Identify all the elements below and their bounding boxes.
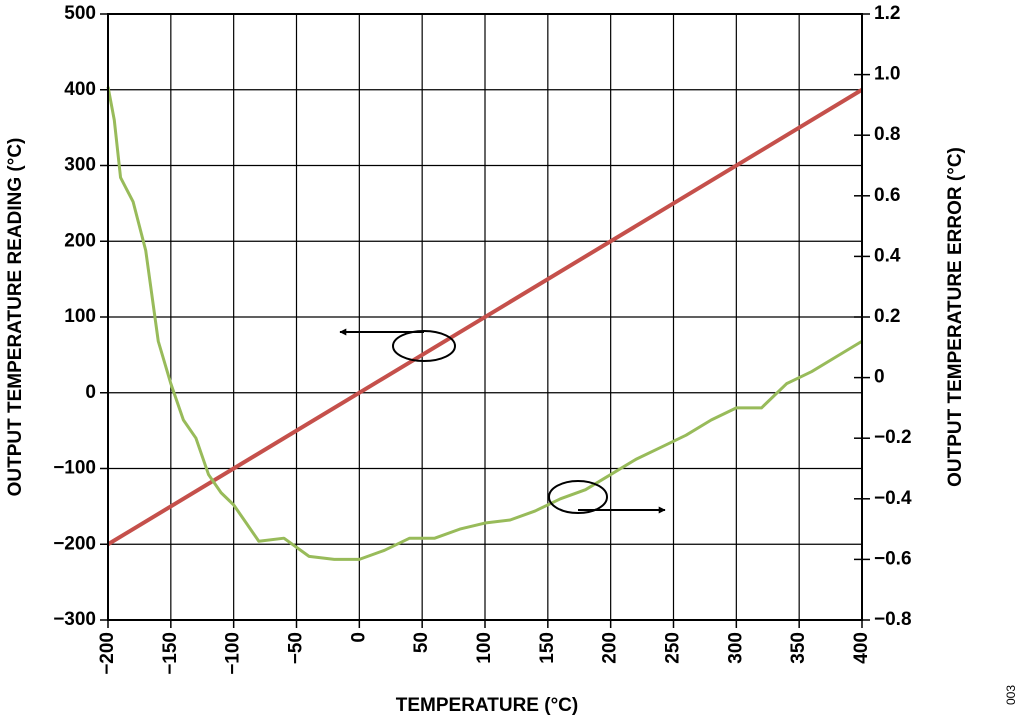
y-tick-label: 400	[64, 79, 96, 100]
y2-tick-label: 0.2	[874, 306, 900, 327]
x-tick-label: −150	[160, 632, 181, 675]
y2-tick-label: −0.6	[874, 548, 912, 569]
x-tick-label: 0	[348, 632, 369, 643]
x-tick-label: 150	[537, 632, 558, 664]
y2-axis-title: OUTPUT TEMPERATURE ERROR (°C)	[945, 147, 966, 487]
x-tick-label: −100	[223, 632, 244, 675]
y-tick-label: 300	[64, 155, 96, 176]
x-tick-label: −50	[286, 632, 307, 664]
x-tick-label: 200	[600, 632, 621, 664]
y2-tick-label: −0.4	[874, 488, 912, 509]
callout-ellipse	[548, 480, 608, 514]
x-tick-label: 50	[411, 632, 432, 653]
x-axis-title: TEMPERATURE (°C)	[396, 695, 578, 716]
y2-tick-label: −0.2	[874, 427, 912, 448]
y2-tick-label: 0.4	[874, 245, 901, 266]
y-tick-label: −300	[53, 609, 96, 630]
y-tick-label: −200	[53, 533, 96, 554]
y2-tick-label: 0	[874, 367, 885, 388]
plot-area	[106, 13, 864, 621]
y-tick-label: 500	[64, 3, 96, 24]
callout-ellipse	[392, 330, 456, 362]
y-tick-label: 200	[64, 230, 96, 251]
x-tick-label: −200	[97, 632, 118, 675]
x-tick-label: 250	[663, 632, 684, 664]
x-tick-label: 100	[474, 632, 495, 664]
y2-tick-label: 1.0	[874, 64, 900, 85]
y2-tick-label: 1.2	[874, 3, 900, 24]
y-tick-label: 100	[64, 306, 96, 327]
x-tick-label: 400	[851, 632, 872, 664]
figure-number: 003	[1004, 685, 1018, 705]
x-tick-label: 350	[788, 632, 809, 664]
y2-tick-label: 0.6	[874, 185, 900, 206]
y-tick-label: −100	[53, 458, 96, 479]
data-line	[106, 86, 863, 561]
y2-tick-label: −0.8	[874, 609, 912, 630]
y2-tick-label: 0.8	[874, 124, 900, 145]
y-tick-label: 0	[85, 382, 96, 403]
x-tick-label: 300	[725, 632, 746, 664]
y-axis-title: OUTPUT TEMPERATURE READING (°C)	[5, 138, 26, 497]
data-line	[106, 88, 864, 546]
